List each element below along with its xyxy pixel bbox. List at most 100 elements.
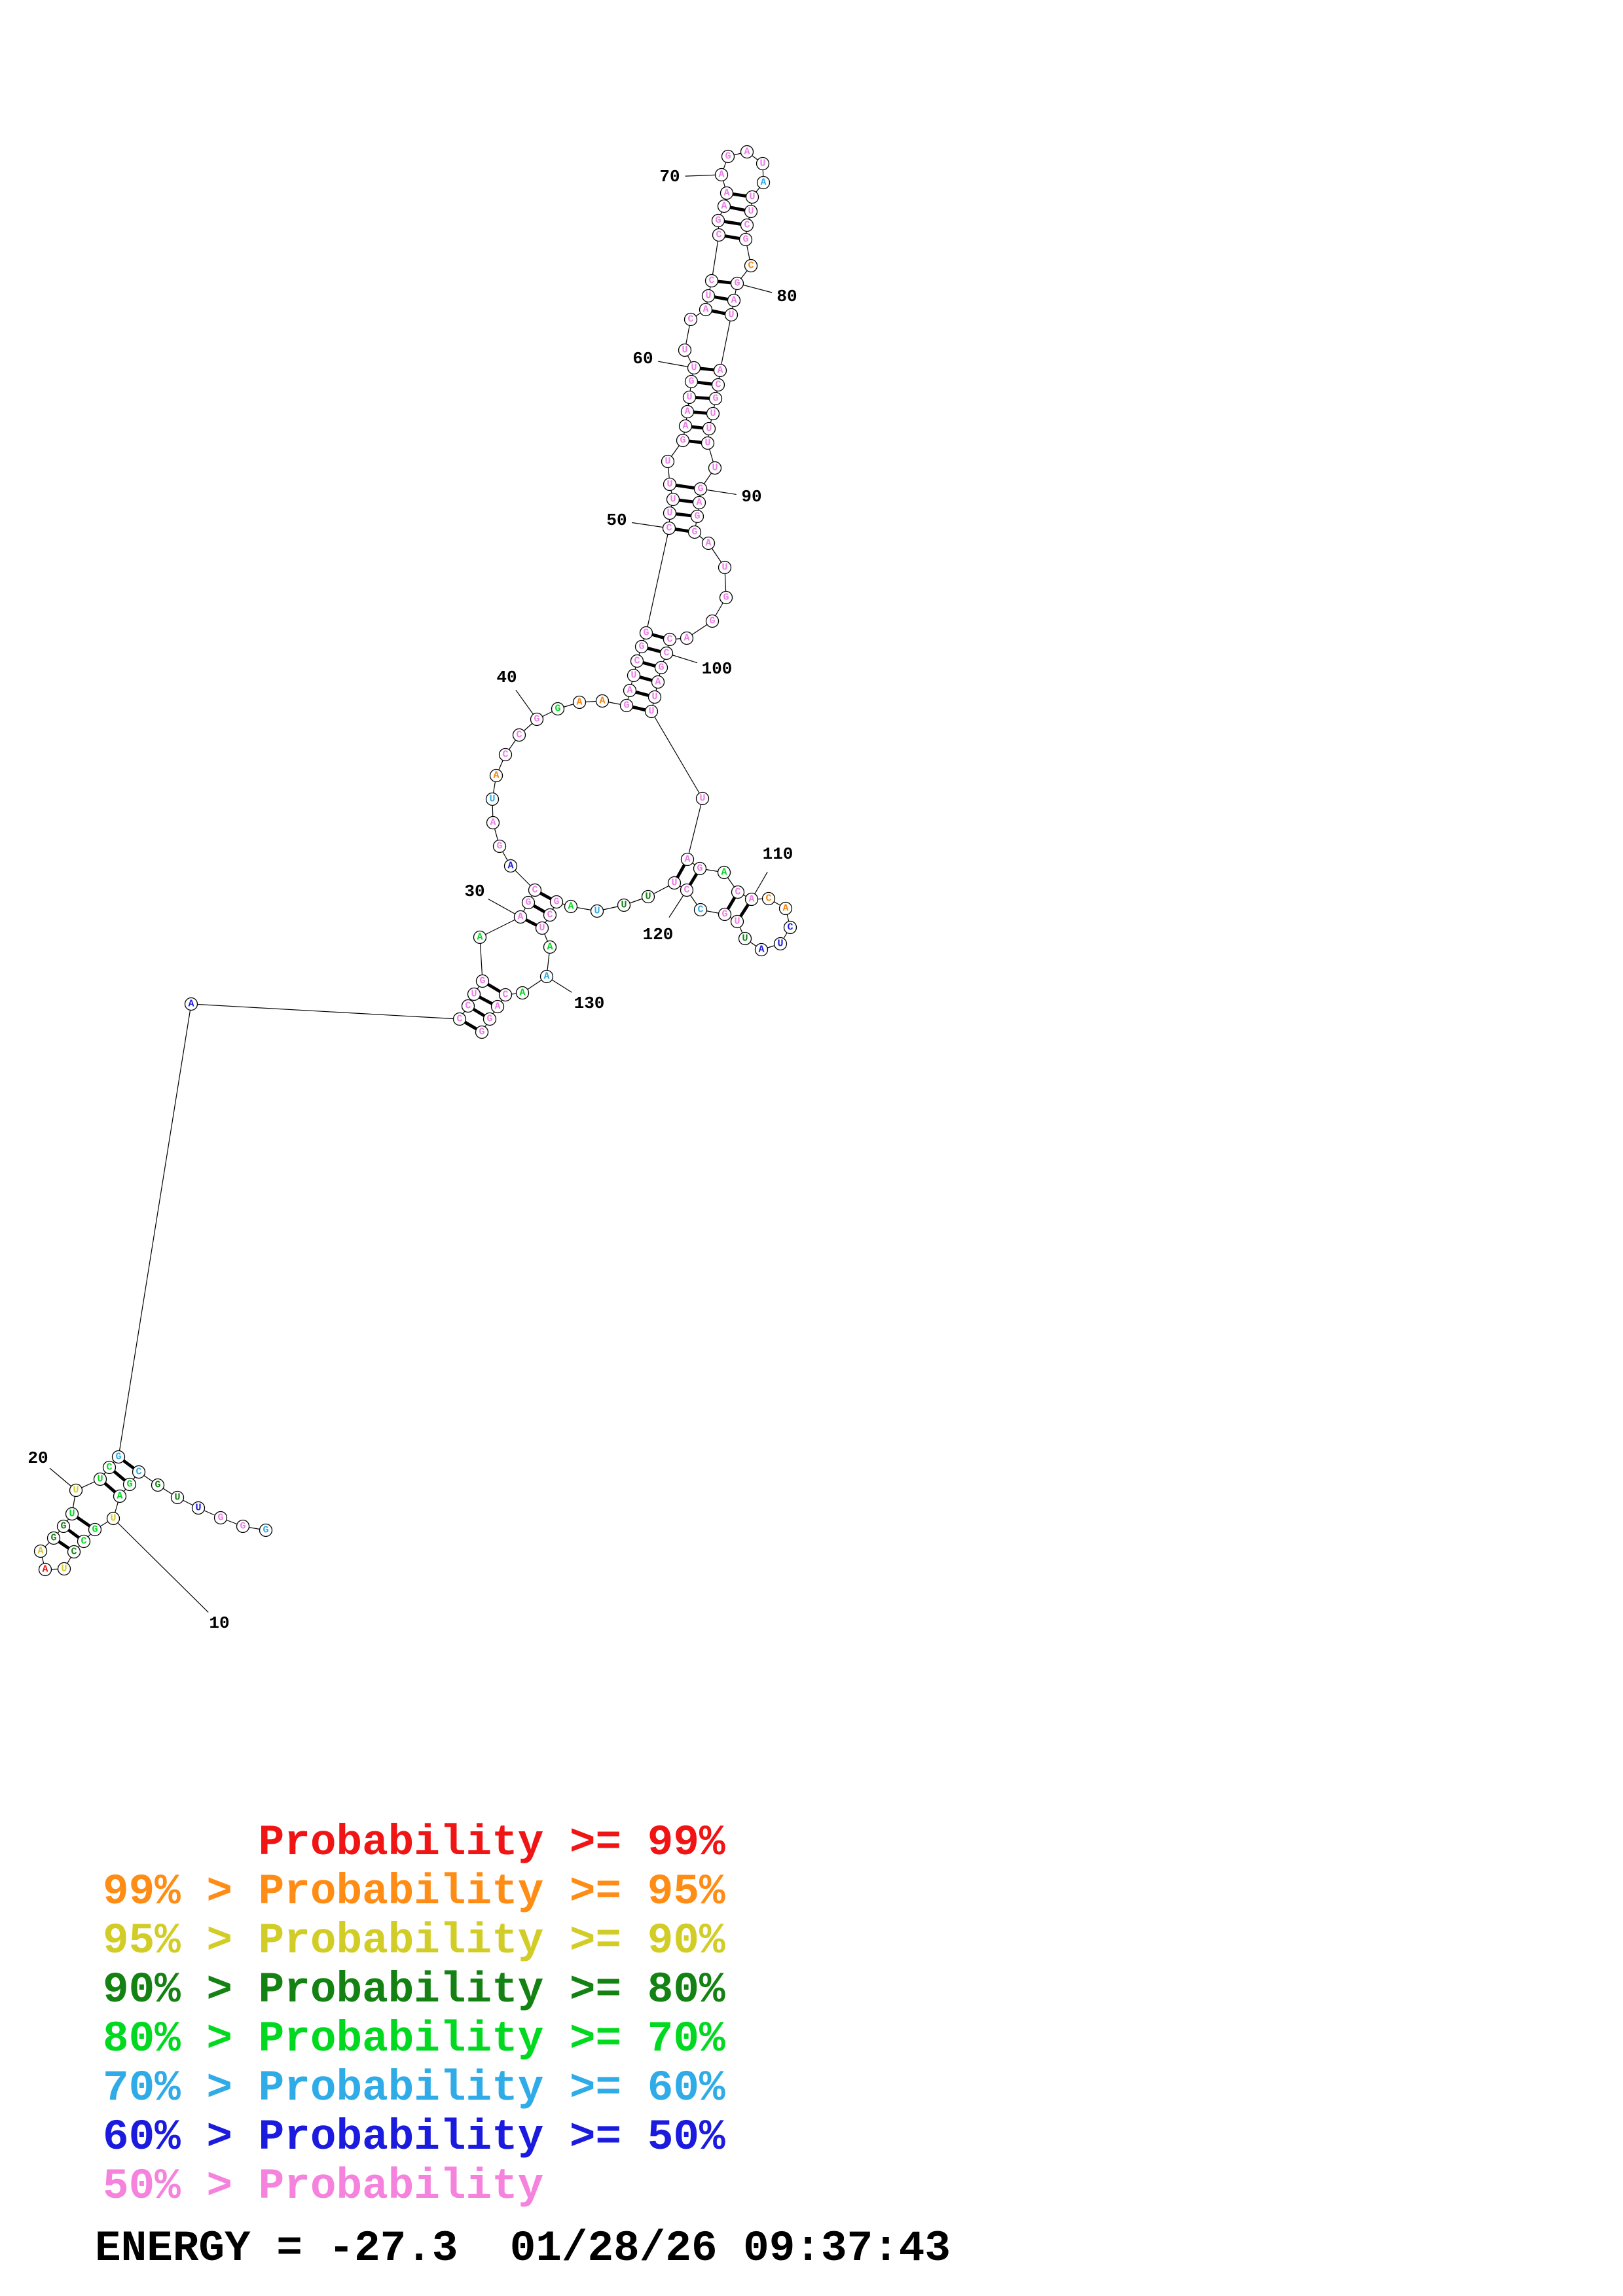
nucleotide-base-52-U: U (670, 494, 676, 505)
nucleotide-base-29-A: A (477, 932, 483, 943)
nucleotide-base-122-U: U (645, 891, 651, 903)
legend-row-5: 80% > Probability >= 70% (103, 2015, 725, 2064)
nucleotide-circle-75 (745, 190, 759, 204)
nucleotide-circle-56 (678, 419, 693, 433)
nucleotide-base-20-U: U (73, 1485, 79, 1496)
nucleotide-circle-66 (712, 228, 726, 242)
nucleotide-circle-24 (184, 997, 198, 1011)
nucleotide-base-30-A: A (517, 912, 523, 923)
position-label-80: 80 (776, 287, 797, 306)
nucleotide-circle-112 (778, 901, 793, 916)
backbone-segment-29-30 (479, 916, 521, 938)
nucleotide-circle-132 (498, 988, 513, 1002)
legend-row-3: 95% > Probability >= 90% (103, 1916, 725, 1965)
nucleotide-circle-131 (515, 986, 530, 1000)
nucleotide-base-13-C: C (71, 1547, 77, 1558)
nucleotide-circle-32 (528, 883, 542, 897)
nucleotide-base-105-U: U (699, 793, 705, 804)
nucleotide-circle-94 (701, 536, 716, 550)
nucleotide-circle-39 (512, 728, 526, 742)
nucleotide-base-94-A: A (705, 538, 711, 549)
nucleotide-circle-86 (706, 406, 720, 421)
nucleotide-circle-47 (630, 654, 644, 668)
nucleotide-circle-51 (663, 506, 677, 520)
probability-legend: Probability >= 99% 99% > Probability >= 9… (103, 1818, 725, 2211)
nucleotide-base-1-G: G (263, 1525, 268, 1536)
nucleotide-circle-133 (490, 999, 505, 1014)
nucleotide-base-76-U: U (748, 206, 754, 217)
nucleotide-base-71-G: G (725, 151, 731, 162)
nucleotide-circle-42 (572, 695, 587, 709)
nucleotide-circle-104 (644, 704, 659, 719)
backbone-segment-105-106 (687, 798, 703, 860)
nucleotide-base-32-C: C (532, 885, 538, 896)
nucleotide-circle-13 (67, 1545, 81, 1559)
nucleotide-base-106-A: A (684, 854, 690, 865)
nucleotide-base-65-C: C (708, 276, 714, 287)
nucleotide-circle-135 (475, 1025, 489, 1039)
nucleotide-circle-130 (539, 969, 554, 984)
nucleotide-base-16-A: A (37, 1546, 43, 1557)
nucleotide-circle-27 (467, 987, 481, 1001)
nucleotide-base-8-G: G (126, 1479, 132, 1490)
nucleotide-base-39-C: C (516, 730, 522, 741)
nucleotide-base-3-G: G (217, 1513, 223, 1524)
nucleotide-base-116-U: U (742, 933, 748, 944)
nucleotide-base-93-G: G (691, 527, 697, 538)
position-label-40: 40 (496, 668, 517, 687)
nucleotide-base-11-G: G (92, 1524, 98, 1535)
nucleotide-base-112-A: A (782, 903, 788, 914)
nucleotide-circle-23 (111, 1450, 126, 1464)
nucleotide-circle-134 (483, 1012, 497, 1026)
nucleotide-circle-2 (236, 1519, 250, 1534)
nucleotide-base-117-U: U (734, 916, 740, 927)
nucleotide-base-83-A: A (717, 365, 723, 376)
nucleotide-circle-18 (56, 1519, 71, 1534)
nucleotide-base-95-U: U (721, 562, 727, 573)
nucleotide-base-9-A: A (117, 1491, 122, 1502)
nucleotide-circle-19 (65, 1507, 79, 1521)
nucleotide-base-101-G: G (658, 662, 664, 673)
backbone-segment-104-105 (651, 711, 703, 799)
nucleotide-base-110-A: A (748, 894, 754, 905)
nucleotide-circle-99 (663, 632, 677, 647)
nucleotide-circle-4 (191, 1501, 206, 1515)
legend-row-1: Probability >= 99% (103, 1818, 725, 1867)
nucleotide-circle-49 (639, 626, 653, 640)
nucleotide-circle-65 (704, 274, 719, 288)
nucleotide-circle-60 (687, 361, 701, 375)
nucleotide-circle-101 (654, 660, 668, 675)
nucleotide-circle-110 (744, 892, 759, 906)
nucleotide-circle-45 (623, 683, 637, 698)
nucleotide-base-23-G: G (115, 1452, 121, 1463)
nucleotide-circle-59 (684, 374, 699, 389)
nucleotide-circle-8 (122, 1477, 137, 1492)
nucleotide-base-7-C: C (136, 1467, 141, 1478)
nucleotide-circle-43 (595, 694, 610, 708)
nucleotide-base-113-C: C (787, 922, 793, 933)
nucleotide-base-107-G: G (697, 863, 702, 874)
nucleotide-base-79-C: C (748, 260, 754, 272)
nucleotide-circle-128 (535, 921, 549, 935)
nucleotide-circle-74 (756, 175, 771, 190)
label-leader-line-10 (113, 1518, 209, 1613)
nucleotide-base-77-C: C (744, 220, 750, 231)
nucleotide-base-130-A: A (543, 971, 549, 982)
nucleotide-circle-3 (213, 1511, 228, 1525)
nucleotide-circle-87 (702, 422, 716, 436)
position-label-50: 50 (606, 511, 627, 530)
nucleotide-circle-40 (530, 712, 544, 726)
nucleotide-base-61-U: U (682, 345, 687, 356)
nucleotide-circle-1 (259, 1523, 273, 1537)
nucleotide-circle-80 (730, 276, 744, 291)
nucleotide-circle-78 (739, 232, 753, 247)
nucleotide-circle-115 (754, 942, 769, 957)
nucleotide-circle-72 (740, 145, 754, 159)
backbone-segment-24-25 (191, 1003, 460, 1020)
nucleotide-base-67-G: G (715, 215, 721, 226)
position-label-120: 120 (643, 925, 674, 944)
nucleotide-base-115-A: A (758, 944, 764, 956)
nucleotide-base-45-A: A (627, 685, 632, 696)
nucleotide-base-47-C: C (634, 656, 640, 667)
nucleotide-base-131-A: A (519, 988, 525, 999)
